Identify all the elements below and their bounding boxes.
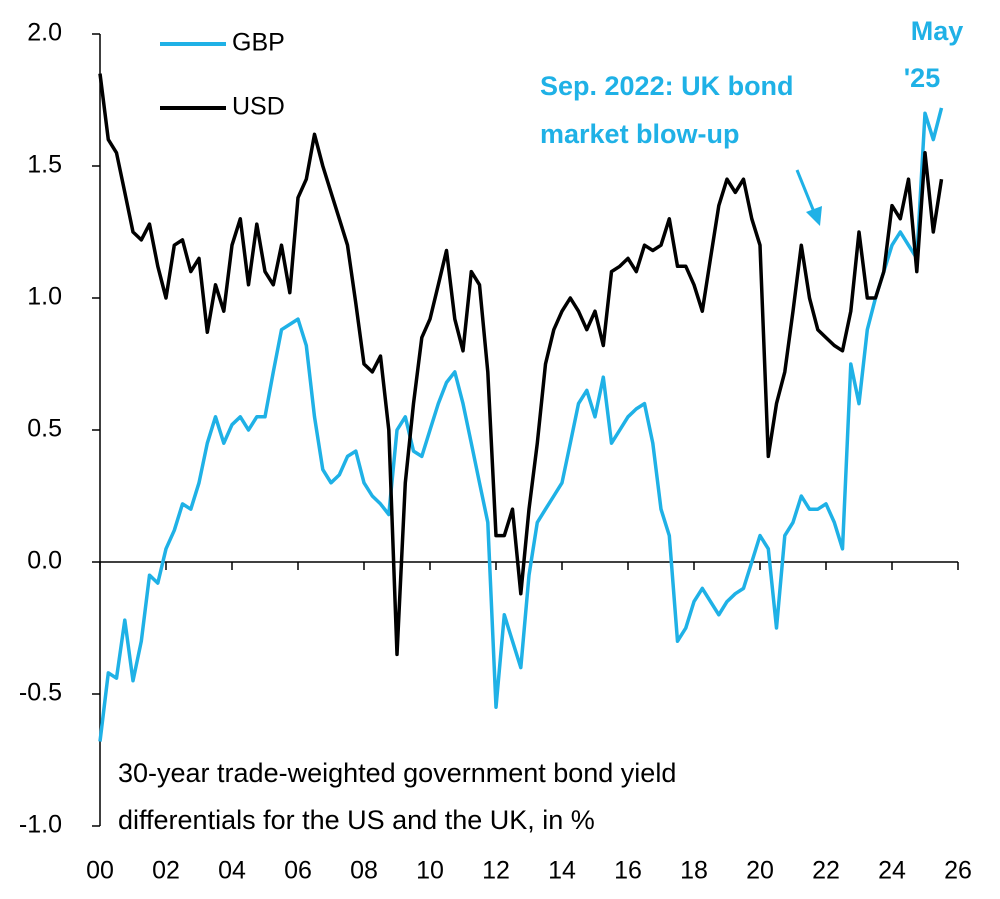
x-tick-label: 20 xyxy=(746,857,774,885)
x-tick-label: 24 xyxy=(878,857,906,885)
annotation: May xyxy=(911,16,964,46)
legend-label: GBP xyxy=(232,29,285,57)
series-line xyxy=(98,73,944,657)
x-tick-label: 00 xyxy=(86,857,114,885)
x-tick-label: 10 xyxy=(416,857,444,885)
y-tick-label: 2.0 xyxy=(27,19,62,47)
x-tick-label: 14 xyxy=(548,857,576,885)
legend-label: USD xyxy=(232,93,285,121)
x-tick-label: 18 xyxy=(680,857,708,885)
y-tick-label: 1.5 xyxy=(27,151,62,179)
annotation-arrow xyxy=(795,169,822,226)
y-tick-label: 1.0 xyxy=(27,283,62,311)
x-tick-label: 26 xyxy=(944,857,972,885)
y-tick-label: 0.5 xyxy=(27,415,62,443)
series-line xyxy=(98,107,944,742)
chart-note: 30-year trade-weighted government bond y… xyxy=(118,758,676,788)
annotation: Sep. 2022: UK bond xyxy=(540,71,794,101)
annotation: '25 xyxy=(904,63,940,93)
chart-note: differentials for the US and the UK, in … xyxy=(118,805,595,835)
x-tick-label: 16 xyxy=(614,857,642,885)
y-tick-label: -0.5 xyxy=(19,679,62,707)
y-tick-label: 0.0 xyxy=(27,547,62,575)
x-tick-label: 08 xyxy=(350,857,378,885)
x-tick-label: 12 xyxy=(482,857,510,885)
x-tick-label: 06 xyxy=(284,857,312,885)
annotation: market blow-up xyxy=(540,119,740,149)
x-tick-label: 04 xyxy=(218,857,246,885)
x-tick-label: 22 xyxy=(812,857,840,885)
x-tick-label: 02 xyxy=(152,857,180,885)
y-tick-label: -1.0 xyxy=(19,811,62,839)
